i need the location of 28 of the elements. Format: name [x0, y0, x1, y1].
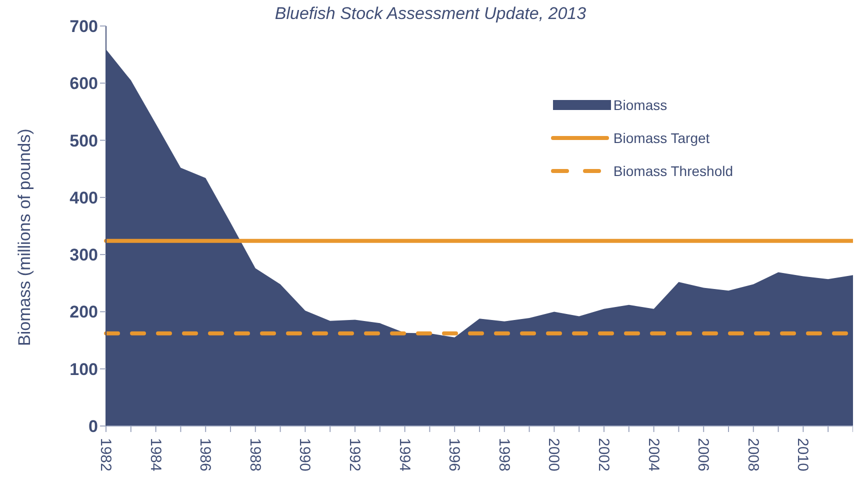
chart-title: Bluefish Stock Assessment Update, 2013 [274, 4, 586, 23]
y-tick-label: 400 [70, 188, 98, 208]
x-tick-label: 1994 [396, 438, 413, 472]
x-tick-label: 2008 [744, 438, 762, 472]
y-tick-label: 500 [70, 131, 98, 150]
x-tick-label: 1992 [346, 438, 363, 472]
y-tick-label: 700 [70, 17, 98, 36]
y-tick-label: 600 [70, 74, 98, 94]
x-tick-label: 1988 [246, 438, 264, 472]
y-tick-label: 300 [70, 246, 98, 265]
legend-label: Biomass Target [613, 130, 710, 146]
x-tick-label: 1984 [146, 438, 164, 472]
x-tick-label: 1998 [495, 438, 512, 472]
y-tick-label: 200 [70, 302, 98, 322]
x-tick-label: 2010 [794, 438, 812, 472]
x-tick-label: 1982 [97, 438, 114, 472]
y-tick-label: 0 [88, 417, 98, 436]
x-tick-label: 2000 [545, 438, 562, 472]
y-axis-title: Biomass (millions of pounds) [15, 128, 34, 346]
x-tick-label: 2002 [595, 438, 612, 472]
x-tick-label: 1990 [296, 438, 314, 472]
x-tick-label: 1996 [446, 438, 463, 472]
x-tick-label: 2006 [694, 438, 712, 472]
y-tick-label: 100 [70, 360, 98, 379]
legend-label: Biomass Threshold [613, 162, 733, 178]
x-tick-label: 1986 [196, 438, 214, 472]
legend-label: Biomass [613, 96, 668, 112]
x-tick-label: 2004 [644, 438, 662, 472]
